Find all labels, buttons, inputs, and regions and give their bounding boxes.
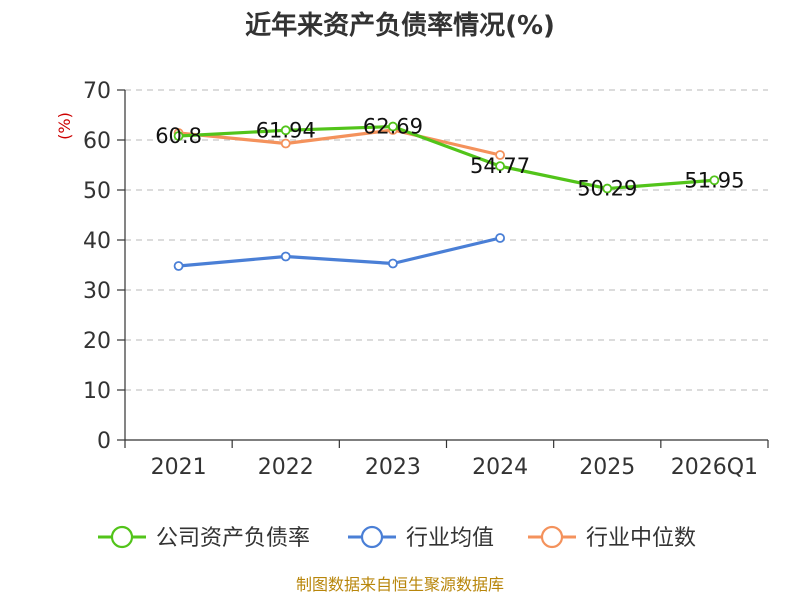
legend-item-1: 行业均值 [348, 525, 494, 551]
y-tick-label: 20 [83, 329, 111, 354]
legend-label: 行业均值 [406, 526, 494, 551]
data-point [709, 175, 720, 186]
legend-label: 行业中位数 [586, 526, 696, 551]
data-label: 54.77 [470, 154, 530, 178]
data-point [495, 233, 505, 243]
data-label: 51.95 [684, 168, 744, 192]
y-tick-labels: 0 10 20 30 40 50 60 70 [83, 79, 111, 454]
data-point [388, 258, 398, 269]
y-tick-label: 10 [83, 379, 111, 404]
data-label: 60.8 [155, 124, 202, 148]
legend-swatch-marker [110, 525, 134, 549]
x-tick-labels: 2021 2022 2023 2024 2025 2026Q1 [151, 455, 758, 480]
data-label: 61.94 [256, 118, 316, 142]
legend-label: 公司资产负债率 [156, 526, 310, 551]
x-tick-label: 2025 [579, 455, 635, 480]
y-tick-label: 60 [83, 129, 111, 154]
series-line-0 [178, 124, 715, 191]
y-tick-label: 70 [83, 79, 111, 104]
y-tick-label: 40 [83, 229, 111, 254]
x-tick-label: 2026Q1 [671, 455, 758, 480]
grid-lines [125, 89, 768, 391]
data-point [173, 261, 184, 271]
x-tick-label: 2022 [258, 455, 314, 480]
data-point [495, 161, 505, 172]
legend-item-2: 行业中位数 [528, 525, 696, 551]
y-tick-label: 30 [83, 279, 111, 304]
source-note: 制图数据来自恒生聚源数据库 [296, 575, 504, 594]
legend: 公司资产负债率 行业均值 行业中位数 [98, 525, 696, 551]
data-label: 62.69 [363, 115, 423, 139]
series-line-1 [178, 236, 501, 268]
y-tick-label: 50 [83, 179, 111, 204]
data-point [495, 150, 505, 160]
data-point [173, 131, 184, 141]
axes [117, 89, 769, 448]
legend-item-0: 公司资产负债率 [98, 525, 310, 551]
data-point [280, 251, 291, 262]
data-point [280, 138, 291, 149]
y-axis-label: (%) [55, 112, 74, 140]
series-line-2 [178, 128, 501, 157]
x-tick-label: 2021 [151, 455, 207, 480]
x-tick-label: 2024 [472, 455, 528, 480]
data-point [280, 125, 291, 136]
chart-title: 近年来资产负债率情况(%) [245, 10, 555, 41]
data-label: 50.29 [577, 177, 637, 201]
x-tick-label: 2023 [365, 455, 421, 480]
y-tick-label: 0 [97, 429, 111, 454]
data-point [388, 121, 398, 132]
data-point [602, 183, 613, 194]
series-lines [173, 121, 720, 271]
legend-swatch-marker [540, 525, 564, 549]
legend-swatch-marker [360, 525, 384, 549]
data-labels: 60.8 61.94 62.69 54.77 50.29 51.95 [155, 115, 744, 201]
